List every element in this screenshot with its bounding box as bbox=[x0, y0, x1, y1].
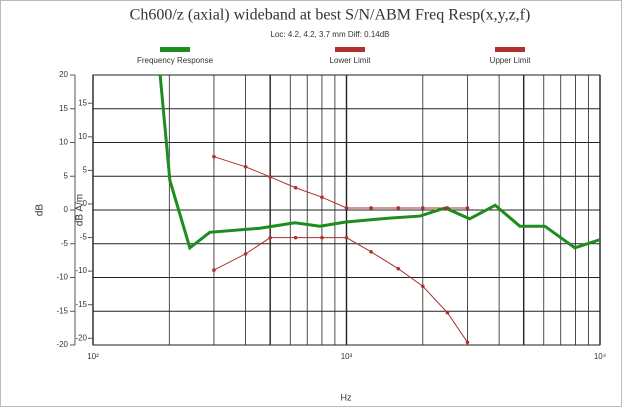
y2-axis-label: dB A/m bbox=[75, 194, 86, 226]
point bbox=[212, 154, 216, 159]
legend-label: Lower Limit bbox=[330, 56, 372, 65]
point bbox=[421, 206, 425, 210]
point bbox=[293, 185, 298, 190]
legend-swatch bbox=[495, 47, 525, 52]
y-tick-label: 0 bbox=[64, 205, 69, 214]
y-tick-label: 20 bbox=[59, 70, 68, 79]
point bbox=[396, 266, 401, 271]
y-tick-label: 10 bbox=[59, 138, 68, 147]
point bbox=[344, 235, 349, 240]
point bbox=[212, 268, 216, 272]
chart-subtitle: Loc: 4.2, 4.2, 3.7 mm Diff: 0.14dB bbox=[270, 30, 389, 39]
point bbox=[293, 235, 298, 240]
y2-tick-label: -5 bbox=[80, 233, 88, 242]
point bbox=[243, 165, 248, 169]
point bbox=[268, 235, 272, 240]
point bbox=[445, 206, 450, 210]
x-axis-label: Hz bbox=[341, 392, 352, 402]
point bbox=[243, 252, 248, 256]
point bbox=[369, 206, 373, 210]
point bbox=[396, 206, 401, 210]
legend-label: Frequency Response bbox=[137, 56, 214, 65]
point bbox=[344, 206, 349, 210]
y2-tick-label: 5 bbox=[83, 165, 88, 174]
y2-tick-label: 10 bbox=[78, 132, 87, 141]
y-tick-label: -10 bbox=[56, 273, 68, 282]
y2-tick-label: 0 bbox=[83, 199, 88, 208]
y-tick-label: -20 bbox=[56, 340, 68, 349]
x-tick-label: 10² bbox=[87, 352, 99, 361]
chart-title: Ch600/z (axial) wideband at best S/N/ABM… bbox=[130, 7, 531, 24]
point bbox=[320, 195, 324, 199]
y2-tick-label: -10 bbox=[75, 266, 87, 275]
legend-swatch bbox=[335, 47, 365, 52]
x-tick-label: 10³ bbox=[341, 352, 353, 361]
point bbox=[465, 206, 470, 210]
series-line bbox=[158, 75, 600, 251]
y-axis-label: dB bbox=[35, 204, 46, 217]
point bbox=[268, 175, 272, 179]
point bbox=[445, 310, 450, 315]
point bbox=[369, 250, 373, 254]
y2-tick-label: -20 bbox=[75, 333, 87, 342]
y2-tick-label: -15 bbox=[75, 300, 87, 309]
point bbox=[465, 340, 470, 345]
legend-label: Upper Limit bbox=[490, 56, 532, 65]
y-tick-label: 15 bbox=[59, 104, 68, 113]
y-tick-label: -5 bbox=[61, 239, 69, 248]
point bbox=[320, 235, 324, 240]
point bbox=[421, 284, 425, 289]
legend-swatch bbox=[160, 47, 190, 52]
y-tick-label: 5 bbox=[64, 171, 69, 180]
y2-tick-label: 15 bbox=[78, 98, 87, 107]
x-tick-label: 10⁴ bbox=[594, 352, 607, 361]
y-tick-label: -15 bbox=[56, 306, 68, 315]
